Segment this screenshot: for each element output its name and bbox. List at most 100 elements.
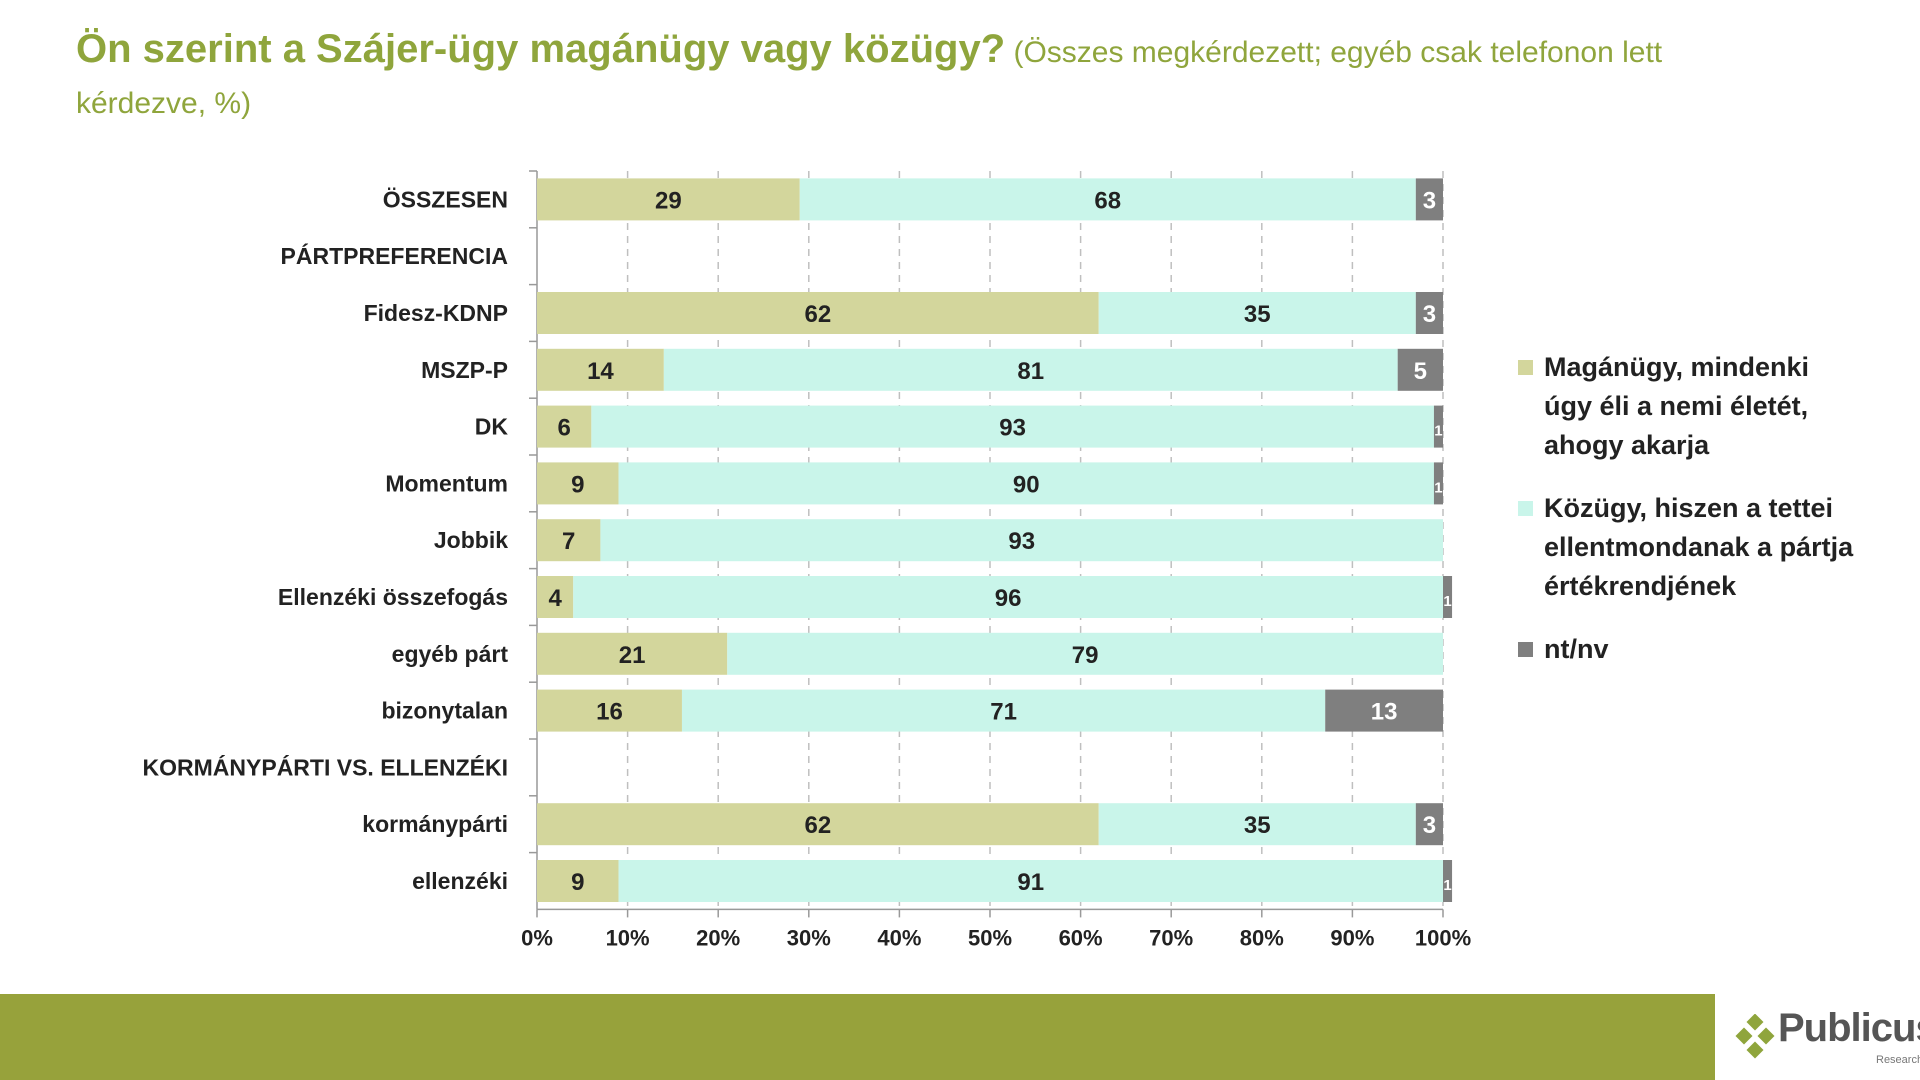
x-tick-label: 0% [521, 925, 553, 950]
bar-private [537, 803, 1099, 846]
x-tick-label: 40% [877, 925, 921, 950]
data-label-private: 6 [558, 415, 571, 442]
data-label-dknow: 1 [1443, 593, 1451, 610]
data-label-private: 62 [805, 301, 832, 328]
bar-private [537, 689, 682, 732]
data-label-public: 68 [1094, 187, 1121, 214]
bar-public [727, 632, 1443, 675]
data-label-dknow: 1 [1434, 423, 1442, 440]
data-label-dknow: 5 [1414, 358, 1427, 385]
bar-dknow [1433, 462, 1443, 505]
data-label-public: 90 [1013, 471, 1040, 498]
bar-public [600, 519, 1443, 562]
data-label-public: 35 [1244, 812, 1271, 839]
x-tick-label: 80% [1240, 925, 1284, 950]
data-label-private: 9 [571, 869, 584, 896]
publicus-logo: Publicus Research [1716, 994, 1920, 1080]
bar-dknow [1325, 689, 1443, 732]
data-label-public: 96 [995, 585, 1022, 612]
bar-public [618, 462, 1434, 505]
category-label: KORMÁNYPÁRTI VS. ELLENZÉKI [143, 753, 508, 780]
data-label-private: 9 [571, 471, 584, 498]
legend-swatch-dknow [1518, 642, 1533, 657]
x-tick-label: 90% [1330, 925, 1374, 950]
category-label: Momentum [385, 470, 508, 496]
data-label-public: 93 [999, 415, 1026, 442]
data-label-private: 21 [619, 642, 646, 669]
category-label: bizonytalan [381, 698, 508, 724]
data-label-dknow: 3 [1423, 187, 1436, 214]
category-label: Jobbik [434, 527, 508, 553]
title-main: Ön szerint a Szájer-ügy magánügy vagy kö… [76, 27, 1006, 71]
x-tick-label: 50% [968, 925, 1012, 950]
stacked-bar-chart: 0% 10% 20% 30% 40% 50% 60% 70% 80% 90% 100% ÖSSZESE… [143, 170, 1471, 950]
category-label: ÖSSZESEN [383, 186, 508, 212]
bar-dknow [1415, 292, 1443, 334]
bar-public [1098, 292, 1416, 334]
data-label-private: 7 [562, 528, 575, 555]
data-label-public: 91 [1017, 869, 1044, 896]
data-label-private: 16 [596, 699, 623, 726]
bar-private [537, 576, 574, 618]
x-tick-label: 100% [1415, 925, 1471, 950]
logo-sub: Research [1876, 1054, 1920, 1066]
data-label-dknow: 3 [1423, 812, 1436, 839]
bar-public [663, 348, 1398, 391]
legend-label-dknow: nt/nv [1544, 634, 1609, 664]
data-label-public: 79 [1072, 642, 1099, 669]
data-label-dknow: 13 [1371, 699, 1398, 726]
data-label-public: 71 [990, 699, 1017, 726]
category-label: kormánypárti [362, 811, 508, 837]
legend-label-public: Közügy, hiszen a tettei ellentmondanak a… [1544, 493, 1854, 601]
data-label-public: 35 [1244, 301, 1271, 328]
data-label-dknow: 1 [1443, 877, 1451, 894]
chart-legend: Magánügy, mindenki úgy éli a nemi életét… [1518, 348, 1858, 693]
bar-private [537, 462, 619, 505]
bar-private [537, 178, 800, 221]
bar-dknow [1397, 348, 1443, 391]
data-label-private: 14 [587, 358, 614, 385]
category-label: DK [475, 414, 509, 440]
legend-item-private: Magánügy, mindenki úgy éli a nemi életét… [1518, 348, 1858, 465]
chart-title: Ön szerint a Szájer-ügy magánügy vagy kö… [76, 26, 1796, 132]
x-tick-label: 70% [1149, 925, 1193, 950]
category-label: Ellenzéki összefogás [278, 584, 508, 610]
bar-dknow [1443, 576, 1453, 618]
bar-public [799, 178, 1416, 221]
legend-item-dknow: nt/nv [1518, 630, 1858, 669]
bar-public [591, 405, 1434, 448]
bar-private [537, 860, 619, 902]
data-label-private: 4 [548, 585, 562, 612]
legend-item-public: Közügy, hiszen a tettei ellentmondanak a… [1518, 489, 1858, 606]
data-label-public: 81 [1017, 358, 1044, 385]
bar-private [537, 405, 592, 448]
logo-diamond-icon [1735, 1014, 1775, 1059]
category-label: Fidesz-KDNP [364, 300, 508, 326]
bar-public [1098, 803, 1416, 846]
x-tick-label: 60% [1059, 925, 1103, 950]
category-label: egyéb párt [392, 641, 509, 667]
legend-swatch-public [1518, 501, 1533, 516]
bar-dknow [1415, 178, 1443, 221]
bar-public [618, 860, 1443, 902]
x-tick-label: 20% [696, 925, 740, 950]
data-label-private: 29 [655, 187, 682, 214]
logo-name: Publicus [1778, 1006, 1920, 1050]
x-tick-label: 30% [787, 925, 831, 950]
bar-private [537, 519, 601, 562]
bar-public [573, 576, 1443, 618]
legend-label-private: Magánügy, mindenki úgy éli a nemi életét… [1544, 352, 1810, 460]
category-label: PÁRTPREFERENCIA [281, 242, 508, 269]
bar-private [537, 632, 728, 675]
category-label: ellenzéki [412, 868, 508, 894]
title-subtitle: (Összes megkérdezett; egyéb csak telefon… [76, 36, 1663, 120]
bar-public [681, 689, 1326, 732]
data-label-private: 62 [805, 812, 832, 839]
category-label: MSZP-P [421, 357, 508, 383]
data-label-dknow: 1 [1434, 479, 1442, 496]
data-label-dknow: 3 [1423, 301, 1436, 328]
bar-dknow [1433, 405, 1443, 448]
bar-dknow [1415, 803, 1443, 846]
bar-private [537, 292, 1099, 334]
x-tick-label: 10% [606, 925, 650, 950]
